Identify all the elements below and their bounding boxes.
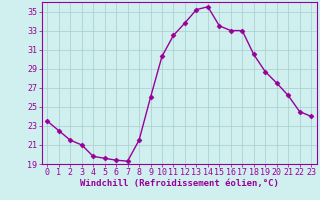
X-axis label: Windchill (Refroidissement éolien,°C): Windchill (Refroidissement éolien,°C) [80,179,279,188]
